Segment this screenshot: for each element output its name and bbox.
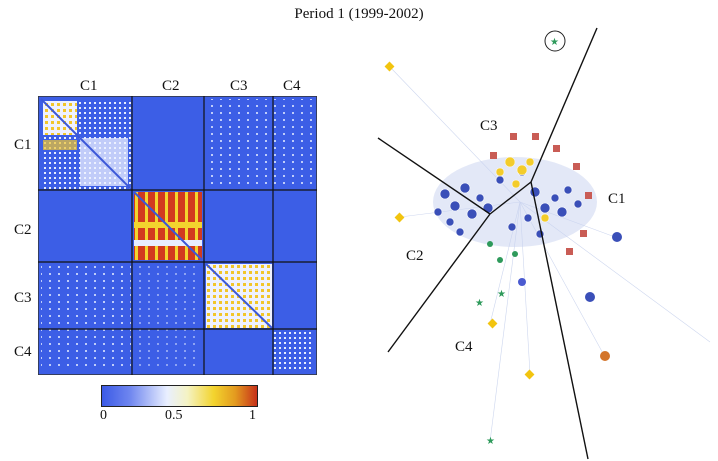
matrix-block-c4 xyxy=(274,330,314,372)
matrix-row-label-c1: C1 xyxy=(14,137,32,153)
matrix-col-label-c2: C2 xyxy=(162,78,180,94)
colorbar-tick-0: 0 xyxy=(100,408,107,423)
network-label-c4: C4 xyxy=(455,339,473,355)
svg-text:★: ★ xyxy=(497,289,506,300)
network-label-c1: C1 xyxy=(608,191,626,207)
svg-text:★: ★ xyxy=(550,37,559,48)
highlighted-node: ★ xyxy=(544,30,566,52)
similarity-matrix xyxy=(38,96,317,375)
matrix-row-label-c4: C4 xyxy=(14,344,32,360)
matrix-col-label-c1: C1 xyxy=(80,78,98,94)
partition-lines xyxy=(377,27,598,460)
colorbar xyxy=(101,385,258,407)
network-plot: ★ ★ ★ ★ xyxy=(340,22,718,461)
network-core xyxy=(433,133,597,263)
network-label-c2: C2 xyxy=(406,248,424,264)
figure-title: Period 1 (1999-2002) xyxy=(294,6,424,22)
colorbar-tick-1: 1 xyxy=(249,408,256,423)
matrix-col-label-c3: C3 xyxy=(230,78,248,94)
matrix-row-label-c3: C3 xyxy=(14,290,32,306)
colorbar-tick-half: 0.5 xyxy=(165,408,183,423)
svg-text:★: ★ xyxy=(486,436,495,447)
network-label-c3: C3 xyxy=(480,118,498,134)
svg-text:★: ★ xyxy=(475,298,484,309)
matrix-col-label-c4: C4 xyxy=(283,78,301,94)
matrix-row-label-c2: C2 xyxy=(14,222,32,238)
